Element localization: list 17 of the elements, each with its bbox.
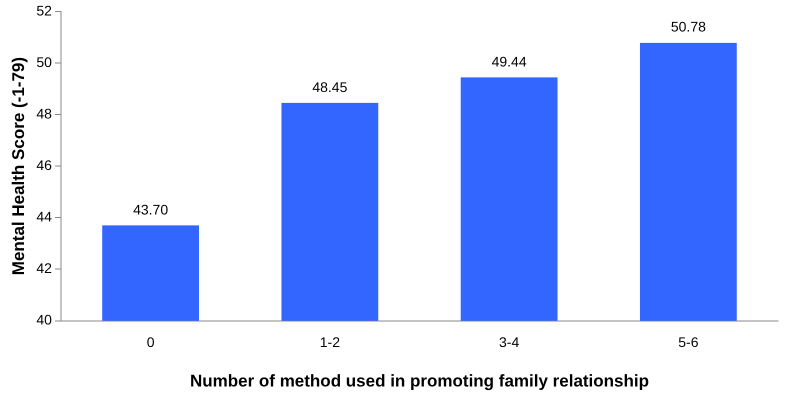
y-tick-label: 50: [36, 54, 52, 70]
x-tick-label: 5-6: [678, 334, 699, 350]
data-label: 43.70: [133, 201, 168, 218]
y-tick-label: 40: [36, 312, 52, 328]
x-tick-label: 0: [146, 334, 155, 350]
y-tick-label: 46: [36, 156, 52, 173]
y-tick-label: 48: [36, 105, 52, 122]
y-tick-label: 44: [36, 208, 52, 225]
data-label: 49.44: [492, 53, 527, 70]
data-label: 50.78: [670, 18, 706, 35]
x-tick-label: 1-2: [320, 334, 340, 350]
y-axis-title: Mental Health Score (-1-79): [8, 56, 28, 276]
data-label: 48.45: [312, 78, 348, 95]
x-tick-label: 3-4: [498, 334, 520, 350]
y-tick-label: 42: [36, 260, 52, 276]
x-axis-title: Number of method used in promoting family relationship: [190, 371, 649, 390]
y-tick-label: 52: [36, 2, 52, 18]
